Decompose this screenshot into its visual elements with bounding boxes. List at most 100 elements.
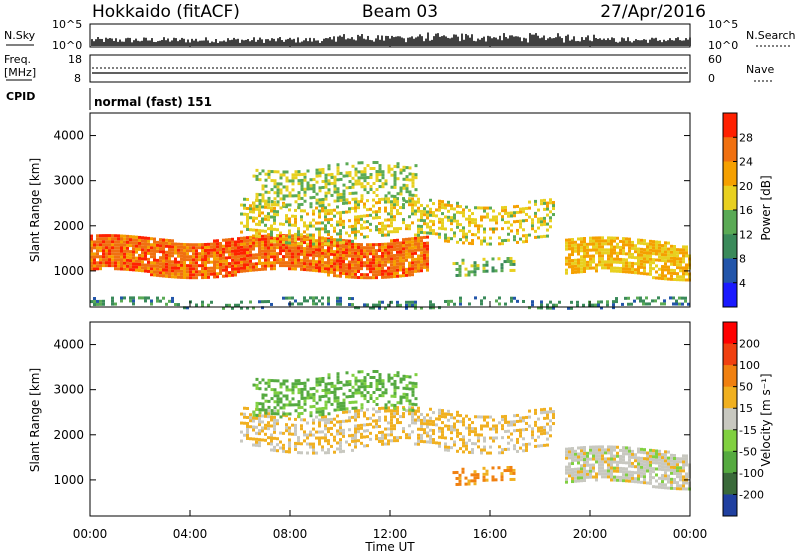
velocity-cell <box>420 421 423 425</box>
power-cell <box>195 261 198 265</box>
power-cell <box>447 236 450 240</box>
power-cell <box>339 256 342 260</box>
velocity-cell <box>516 440 519 444</box>
power-cell <box>571 253 574 257</box>
power-cell <box>577 249 580 253</box>
power-cell <box>99 249 102 253</box>
power-cell <box>351 239 354 243</box>
power-cell <box>327 164 331 168</box>
power-cell <box>234 261 237 265</box>
power-cell <box>414 263 417 267</box>
power-cell <box>267 240 270 244</box>
velocity-cell <box>552 416 555 420</box>
power-cell <box>102 302 105 306</box>
power-cell <box>357 258 360 262</box>
velocity-cell <box>300 442 303 446</box>
power-cell <box>399 247 402 251</box>
power-cell <box>117 237 120 241</box>
velocity-cell <box>381 379 385 383</box>
velocity-cell <box>294 429 297 433</box>
power-cell <box>420 263 423 267</box>
power-cell <box>192 249 195 253</box>
power-cell <box>586 266 589 270</box>
power-cell <box>601 242 604 246</box>
power-cell <box>549 306 552 310</box>
velocity-cell <box>459 438 462 442</box>
power-cell <box>519 237 522 241</box>
velocity-cell <box>345 440 348 444</box>
velocity-cell <box>649 463 652 467</box>
velocity-cell <box>393 382 397 386</box>
power-cell <box>393 248 396 252</box>
power-cell <box>90 234 93 238</box>
power-cell <box>507 238 510 242</box>
power-cell <box>402 183 406 187</box>
power-cell <box>321 167 325 171</box>
power-cell <box>366 255 369 259</box>
power-cell <box>315 254 318 258</box>
power-cell <box>664 253 667 257</box>
power-cell <box>501 239 504 243</box>
power-cell <box>592 242 595 246</box>
power-cell <box>147 236 150 240</box>
velocity-cell <box>297 391 301 395</box>
power-cell <box>276 228 279 232</box>
velocity-cell <box>324 382 328 386</box>
power-cell <box>501 206 504 210</box>
power-cell <box>471 233 474 237</box>
power-cell <box>222 306 225 310</box>
power-cell <box>363 179 367 183</box>
velocity-cell <box>378 379 382 383</box>
power-cell <box>470 270 474 274</box>
power-cell <box>441 227 444 231</box>
power-cell <box>330 267 333 271</box>
power-cell <box>237 264 240 268</box>
power-cell <box>549 216 552 220</box>
power-cell <box>387 245 390 249</box>
power-cell <box>339 268 342 272</box>
power-cell <box>132 238 135 242</box>
velocity-cell <box>288 438 291 442</box>
velocity-cell <box>506 466 510 470</box>
time-x-axis: 00:00 04:00 08:00 12:00 16:00 20:00 00:00 <box>73 43 707 541</box>
power-cell <box>309 241 312 245</box>
power-cell <box>417 263 420 267</box>
power-cell <box>165 250 168 254</box>
power-cell <box>378 185 382 189</box>
power-cell <box>354 251 357 255</box>
power-cell <box>312 233 315 237</box>
power-cell <box>222 274 225 278</box>
power-cell <box>639 296 642 300</box>
velocity-cell <box>438 444 441 448</box>
power-cell <box>291 243 294 247</box>
power-cell <box>333 268 336 272</box>
power-cell <box>255 231 258 235</box>
power-cell <box>384 227 387 231</box>
velocity-cell <box>661 468 664 472</box>
power-cell <box>279 234 282 238</box>
power-cell <box>387 242 390 246</box>
velocity-cell <box>345 371 349 375</box>
velocity-cell <box>249 416 252 420</box>
power-cell <box>351 224 354 228</box>
velocity-cell <box>318 421 321 425</box>
power-cell <box>96 302 99 306</box>
power-cell <box>468 217 471 221</box>
power-cell <box>297 182 301 186</box>
velocity-cell <box>270 433 273 437</box>
y-tick-label: 4000 <box>53 338 84 352</box>
power-cell <box>384 242 387 246</box>
velocity-cell <box>447 412 450 416</box>
power-cell <box>234 267 237 271</box>
power-cell <box>580 243 583 247</box>
velocity-cell <box>396 371 400 375</box>
velocity-cell <box>577 473 580 477</box>
velocity-cell <box>291 391 295 395</box>
velocity-cell <box>324 400 328 404</box>
power-cell <box>486 212 489 216</box>
velocity-cell <box>640 468 643 472</box>
colorbar-tick-label: 20 <box>739 180 753 193</box>
power-cell <box>399 168 403 172</box>
velocity-cell <box>673 465 676 469</box>
velocity-cell <box>598 451 601 455</box>
